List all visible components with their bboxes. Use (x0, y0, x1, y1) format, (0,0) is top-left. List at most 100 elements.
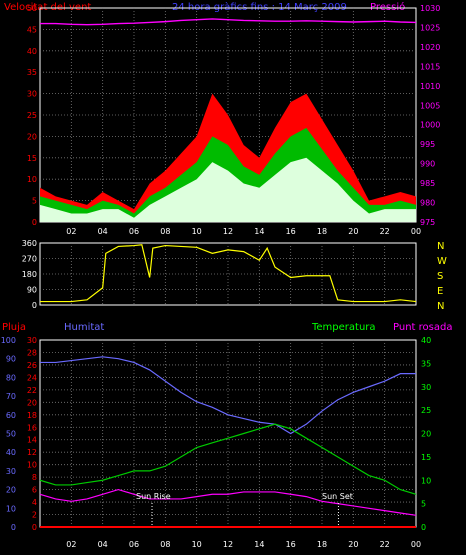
y-tick-humidity: 10 (6, 504, 16, 513)
x-tick-label: 00 (411, 227, 421, 236)
wind-direction-panel: 0 90 180 270 360 (22, 239, 417, 310)
dir-letter-n-top: N (437, 241, 444, 252)
dir-letter-n-bottom: N (437, 301, 444, 312)
dir-letter-s: S (437, 271, 443, 282)
y-tick-rain: 16 (27, 423, 37, 432)
x-tick-label: 22 (380, 227, 390, 236)
y-tick-humidity: 0 (11, 523, 16, 532)
y-tick-rain: 12 (27, 448, 37, 457)
y-tick-rain: 10 (27, 461, 37, 470)
y-tick-pressure: 1000 (420, 121, 440, 130)
y-tick-humidity: 30 (6, 467, 16, 476)
y-tick-wind: 40 (27, 47, 37, 56)
wind-low-area (40, 157, 416, 222)
y-tick-pressure: 1010 (420, 82, 440, 91)
humidity-line (40, 356, 416, 435)
y-tick-temperature: 0 (421, 523, 426, 532)
y-tick-rain: 6 (32, 486, 37, 495)
y-tick-humidity: 90 (6, 355, 16, 364)
y-tick-wind: 50 (27, 4, 37, 13)
y-tick-rain: 24 (27, 373, 37, 382)
y-tick-wind: 5 (32, 197, 37, 206)
y-tick-wind: 0 (32, 218, 37, 227)
y-tick-humidity: 60 (6, 411, 16, 420)
dir-letter-e: E (437, 286, 443, 297)
dewpoint-label: Punt rosada (393, 322, 452, 333)
y-tick-direction: 360 (22, 239, 37, 248)
y-tick-direction: 180 (22, 270, 37, 279)
y-tick-temperature: 20 (421, 430, 431, 439)
y-tick-rain: 26 (27, 361, 37, 370)
y-tick-rain: 14 (27, 436, 37, 445)
y-tick-rain: 2 (32, 511, 37, 520)
y-tick-humidity: 50 (6, 430, 16, 439)
x-tick-label: 10 (192, 227, 202, 236)
y-tick-wind: 20 (27, 132, 37, 141)
y-tick-wind: 45 (27, 25, 37, 34)
x-tick-label: 12 (223, 540, 233, 549)
y-tick-humidity: 40 (6, 448, 16, 457)
y-tick-pressure: 1015 (420, 62, 440, 71)
y-tick-wind: 15 (27, 154, 37, 163)
y-tick-pressure: 1030 (420, 4, 440, 13)
pressure-label: Pressió (370, 1, 405, 13)
y-tick-humidity: 20 (6, 486, 16, 495)
y-tick-temperature: 35 (421, 359, 431, 368)
rain-label: Pluja (2, 322, 26, 333)
y-tick-pressure: 985 (420, 179, 435, 188)
x-tick-label: 18 (317, 227, 327, 236)
y-tick-rain: 20 (27, 398, 37, 407)
y-tick-rain: 0 (32, 523, 37, 532)
temperature-label: Temperatura (311, 322, 376, 333)
y-tick-pressure: 1025 (420, 23, 440, 32)
y-tick-pressure: 1020 (420, 43, 440, 52)
pressure-line (40, 18, 417, 26)
y-tick-direction: 270 (22, 255, 37, 264)
y-tick-direction: 0 (32, 301, 37, 310)
y-tick-rain: 18 (27, 411, 37, 420)
x-tick-label: 14 (254, 227, 264, 236)
x-tick-label: 14 (254, 540, 264, 549)
y-tick-wind: 25 (27, 111, 37, 120)
y-tick-humidity: 100 (1, 336, 16, 345)
x-tick-label: 10 (192, 540, 202, 549)
x-tick-label: 08 (160, 540, 170, 549)
dewpoint-line (39, 488, 417, 516)
y-tick-direction: 90 (27, 286, 37, 295)
y-tick-rain: 28 (27, 348, 37, 357)
x-tick-label: 06 (129, 227, 139, 236)
y-tick-temperature: 30 (421, 383, 431, 392)
y-tick-temperature: 15 (421, 453, 431, 462)
y-tick-rain: 30 (27, 336, 37, 345)
humidity-label: Humitat (64, 322, 104, 333)
y-tick-wind: 30 (27, 90, 37, 99)
y-tick-pressure: 975 (420, 218, 435, 227)
x-tick-label: 12 (223, 227, 233, 236)
y-tick-pressure: 990 (420, 160, 435, 169)
x-tick-label: 22 (380, 540, 390, 549)
y-tick-wind: 35 (27, 68, 37, 77)
y-tick-humidity: 70 (6, 392, 16, 401)
sunrise-marker-label: Sun Rise (136, 492, 171, 501)
x-tick-label: 06 (129, 540, 139, 549)
y-tick-humidity: 80 (6, 373, 16, 382)
x-tick-label: 08 (160, 227, 170, 236)
temperature-line (39, 423, 417, 495)
x-tick-label: 02 (66, 540, 76, 549)
y-tick-temperature: 5 (421, 500, 426, 509)
x-tick-label: 16 (286, 227, 296, 236)
y-tick-rain: 8 (32, 473, 37, 482)
sunset-marker-label: Sun Set (322, 492, 353, 501)
dir-letter-w: W (437, 256, 447, 267)
temp-humidity-panel: 0246810121416182022242628300102030405060… (1, 336, 431, 549)
y-tick-rain: 4 (32, 498, 37, 507)
x-tick-label: 02 (66, 227, 76, 236)
x-tick-label: 20 (348, 540, 358, 549)
x-tick-label: 00 (411, 540, 421, 549)
wind-direction-line (40, 244, 417, 303)
x-tick-label: 20 (348, 227, 358, 236)
y-tick-temperature: 10 (421, 476, 431, 485)
y-tick-wind: 10 (27, 175, 37, 184)
